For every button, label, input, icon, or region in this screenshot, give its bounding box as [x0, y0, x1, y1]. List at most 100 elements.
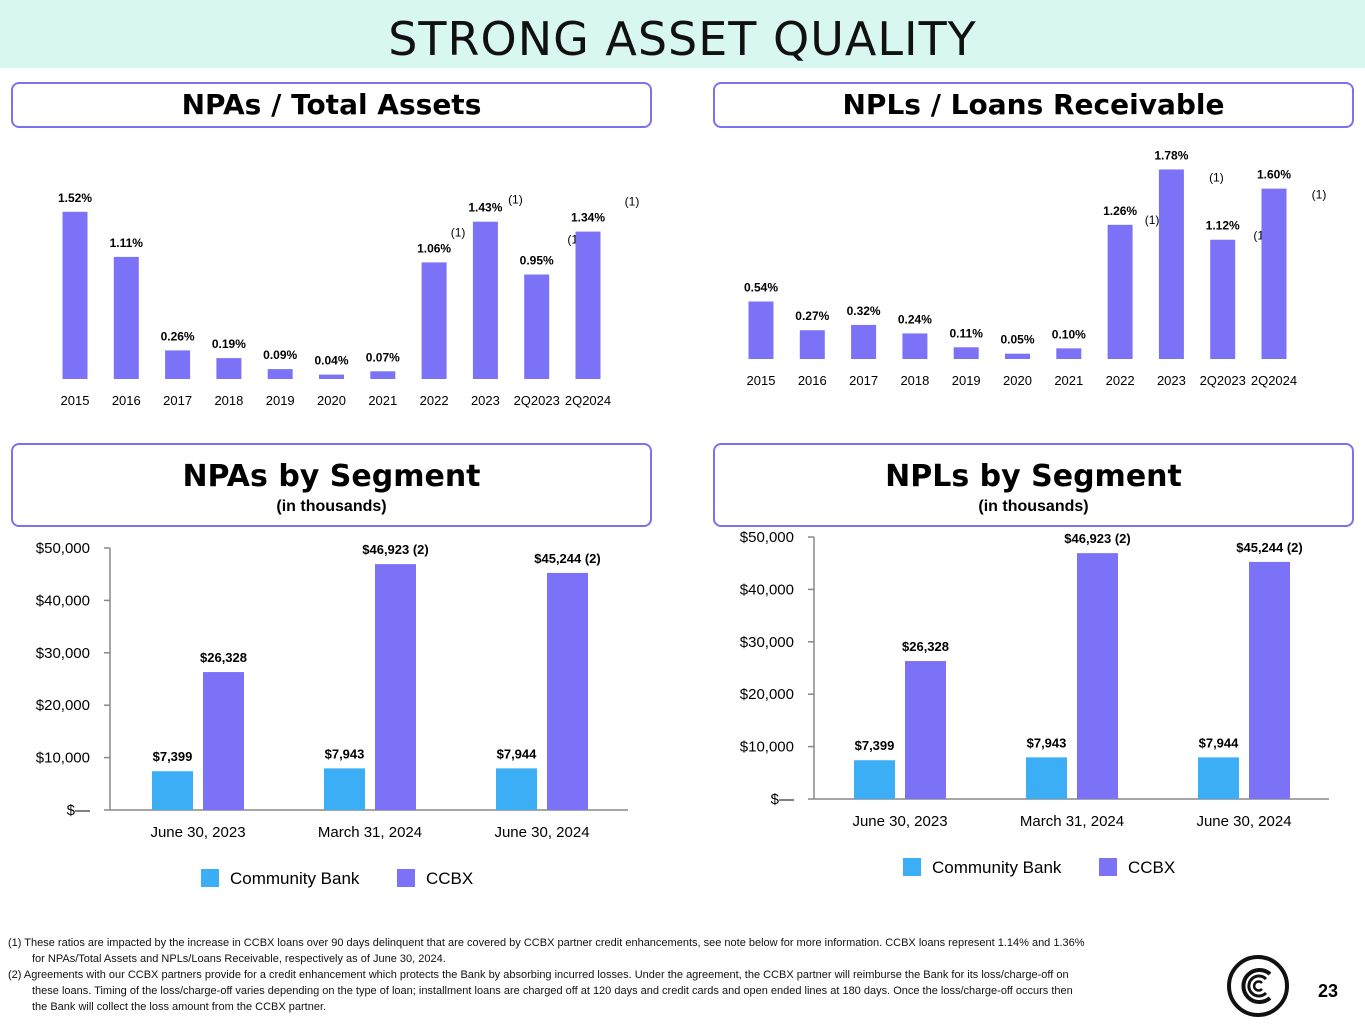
x-tick-label: 2017: [849, 373, 878, 388]
data-label: $7,943: [325, 746, 365, 761]
bar: [902, 333, 928, 359]
footnote-marker: (1): [508, 193, 523, 207]
data-label: 1.26%: [1103, 204, 1137, 218]
bar: [1261, 188, 1287, 359]
legend-swatch-ccbx: [1099, 858, 1117, 876]
npl-ratio-title: NPLs / Loans Receivable: [842, 88, 1225, 121]
y-tick-label: $30,000: [36, 645, 90, 662]
npa-segment-header: NPAs by Segment (in thousands): [11, 443, 652, 527]
y-tick-label: $10,000: [36, 750, 90, 767]
npl-segment-title: NPLs by Segment: [885, 459, 1182, 494]
company-logo: [1227, 955, 1289, 1017]
bar: [851, 324, 877, 359]
data-label: 0.24%: [898, 312, 932, 326]
community-bank-bar: [152, 771, 193, 810]
footnote-marker: (1): [1312, 188, 1327, 202]
data-label: 0.09%: [263, 348, 297, 362]
footnotes: (1) These ratios are impacted by the inc…: [8, 935, 1088, 1015]
npa-ratio-header: NPAs / Total Assets: [11, 82, 652, 128]
bar: [1210, 239, 1236, 359]
footnote-marker: (1): [625, 195, 640, 209]
bar: [319, 374, 344, 379]
bar: [113, 256, 139, 379]
bar: [799, 330, 825, 359]
x-tick-label: 2021: [1054, 373, 1083, 388]
bar: [267, 369, 293, 379]
x-tick-label: 2022: [420, 393, 449, 408]
x-tick-label: June 30, 2023: [150, 824, 245, 841]
data-label: $7,944: [1199, 735, 1240, 750]
x-tick-label: June 30, 2024: [1196, 813, 1291, 830]
x-tick-label: 2020: [1003, 373, 1032, 388]
legend-swatch-community-bank: [201, 869, 219, 887]
bar: [1056, 348, 1082, 359]
bar: [472, 221, 498, 379]
npa-segment-title: NPAs by Segment: [182, 459, 481, 494]
data-label: 0.07%: [366, 350, 400, 364]
data-label: 0.27%: [795, 309, 829, 323]
title-band: STRONG ASSET QUALITY: [0, 0, 1365, 68]
data-label: 0.54%: [744, 280, 778, 294]
npl-segment-header: NPLs by Segment (in thousands): [713, 443, 1354, 527]
x-tick-label: 2022: [1106, 373, 1135, 388]
data-label: 1.60%: [1257, 168, 1291, 182]
x-tick-label: 2018: [214, 393, 243, 408]
x-tick-label: 2018: [900, 373, 929, 388]
page-title: STRONG ASSET QUALITY: [388, 12, 977, 66]
y-tick-label: $—: [771, 791, 794, 808]
data-label: $7,399: [153, 749, 193, 764]
y-tick-label: $50,000: [740, 529, 794, 546]
community-bank-bar: [854, 760, 895, 799]
data-label: 0.19%: [212, 337, 246, 351]
community-bank-bar: [1198, 757, 1239, 799]
npl-ratio-chart: 0.54% 2015 0.27% 2016 0.32% 2017 0.24% 2018 0.11…: [744, 148, 1327, 388]
data-label: 1.11%: [110, 236, 144, 250]
x-tick-label: 2Q2024: [1251, 373, 1297, 388]
footnote-1: (1) These ratios are impacted by the inc…: [8, 937, 1085, 965]
bar: [1107, 224, 1133, 359]
npa-ratio-title: NPAs / Total Assets: [181, 88, 482, 121]
y-tick-label: $50,000: [36, 540, 90, 557]
data-label: 0.11%: [950, 326, 984, 340]
npa-segment-chart: $— $10,000 $20,000 $30,000 $40,000 $50,000 $7,…: [36, 540, 628, 888]
data-label: 1.06%: [417, 241, 451, 255]
data-label: 0.05%: [1000, 333, 1034, 347]
x-tick-label: 2Q2023: [514, 393, 560, 408]
ccbx-bar: [547, 572, 588, 810]
data-label: $7,943: [1027, 735, 1067, 750]
bar: [524, 274, 550, 379]
legend-swatch-community-bank: [903, 858, 921, 876]
bar: [953, 347, 979, 359]
y-tick-label: $30,000: [740, 634, 794, 651]
community-bank-bar: [324, 768, 365, 810]
x-tick-label: March 31, 2024: [318, 824, 422, 841]
data-label: $7,944: [497, 746, 538, 761]
ccbx-bar: [1077, 553, 1118, 799]
x-tick-label: 2016: [112, 393, 141, 408]
page-number: 23: [1318, 981, 1339, 1001]
bar: [421, 262, 447, 379]
data-label: 0.26%: [161, 329, 195, 343]
data-label: $7,399: [855, 738, 895, 753]
x-tick-label: 2023: [1157, 373, 1186, 388]
data-label: $26,328: [902, 639, 949, 654]
data-label: 1.12%: [1206, 219, 1240, 233]
x-tick-label: 2020: [317, 393, 346, 408]
npl-ratio-header: NPLs / Loans Receivable: [713, 82, 1354, 128]
x-tick-label: 2015: [747, 373, 776, 388]
x-tick-label: 2019: [266, 393, 295, 408]
data-label: 0.32%: [847, 304, 881, 318]
ccbx-bar: [1249, 561, 1290, 799]
legend-label: Community Bank: [932, 858, 1062, 877]
legend-label: CCBX: [1128, 858, 1175, 877]
community-bank-bar: [496, 768, 537, 810]
bar: [62, 211, 88, 379]
y-tick-label: $20,000: [36, 697, 90, 714]
x-tick-label: 2016: [798, 373, 827, 388]
data-label: $26,328: [200, 650, 247, 665]
x-tick-label: June 30, 2024: [494, 824, 589, 841]
x-tick-label: March 31, 2024: [1020, 813, 1124, 830]
npl-segment-subtitle: (in thousands): [978, 498, 1089, 515]
footnote-marker: (1): [1145, 213, 1160, 227]
footnote-2: (2) Agreements with our CCBX partners pr…: [8, 969, 1073, 1013]
